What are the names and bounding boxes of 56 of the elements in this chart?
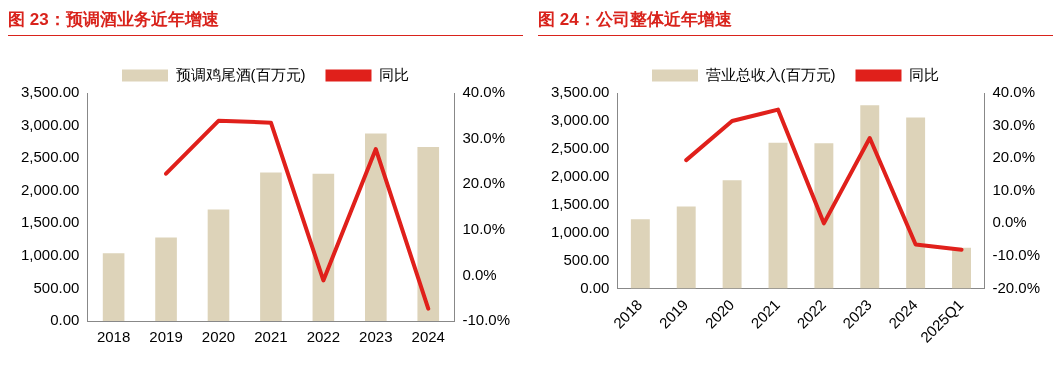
y2-tick-label: 0.0% [462, 265, 497, 283]
y2-tick-label: -10.0% [462, 311, 510, 329]
legend-label: 同比 [379, 65, 409, 83]
bar [722, 180, 742, 289]
x-tick-label: 2024 [411, 328, 445, 346]
y-tick-label: 3,500.00 [21, 83, 80, 101]
y-tick-label: 3,000.00 [21, 115, 80, 133]
y-tick-label: 0.00 [580, 278, 610, 296]
y-tick-label: 1,000.00 [21, 246, 80, 263]
bar [207, 209, 230, 321]
y2-tick-label: 30.0% [992, 115, 1036, 133]
y-tick-label: 500.00 [33, 278, 80, 296]
y-tick-label: 1,000.00 [551, 222, 610, 240]
y-tick-label: 3,000.00 [551, 111, 610, 129]
bar [102, 253, 125, 321]
y2-tick-label: 40.0% [462, 83, 506, 101]
bar [768, 142, 788, 289]
bar [155, 237, 177, 321]
bar [860, 105, 880, 289]
y2-tick-label: 0.0% [992, 213, 1027, 231]
bar [260, 172, 282, 321]
x-tick-label: 2022 [306, 328, 341, 346]
x-tick-label: 2021 [254, 328, 288, 346]
legend-label: 营业总收入(百万元) [705, 65, 836, 83]
y-tick-label: 1,500.00 [551, 194, 610, 212]
y-tick-label: 2,000.00 [21, 180, 80, 198]
y-tick-label: 1,500.00 [21, 213, 80, 231]
y2-tick-label: 20.0% [462, 174, 506, 192]
y-tick-label: 2,500.00 [21, 148, 80, 166]
y-tick-label: 3,500.00 [551, 83, 610, 101]
y2-tick-label: 10.0% [462, 219, 506, 237]
x-tick-label: 2020 [201, 328, 236, 346]
y2-tick-label: -10.0% [992, 246, 1040, 264]
bar [814, 143, 834, 289]
y-tick-label: 0.00 [50, 311, 80, 329]
bar [417, 147, 440, 321]
bar [365, 133, 387, 321]
y-tick-label: 2,000.00 [551, 166, 610, 184]
legend-label: 预调鸡尾酒(百万元) [175, 65, 306, 83]
y2-tick-label: 40.0% [992, 83, 1036, 101]
chart-title: 图 24：公司整体近年增速 [538, 8, 1053, 36]
chart-title: 图 23：预调酒业务近年增速 [8, 8, 523, 36]
y2-tick-label: 30.0% [462, 128, 506, 146]
bar [630, 219, 650, 289]
bar [952, 247, 971, 289]
y2-tick-label: -20.0% [992, 278, 1040, 296]
bar [676, 206, 696, 289]
y-tick-label: 2,500.00 [551, 139, 610, 157]
y-tick-label: 500.00 [563, 250, 610, 268]
y2-tick-label: 20.0% [992, 148, 1036, 166]
x-tick-label: 2018 [96, 328, 131, 346]
legend-label: 同比 [909, 65, 939, 83]
y2-tick-label: 10.0% [992, 180, 1036, 198]
bar [906, 117, 926, 289]
x-tick-label: 2019 [149, 328, 183, 346]
x-tick-label: 2023 [359, 328, 393, 346]
